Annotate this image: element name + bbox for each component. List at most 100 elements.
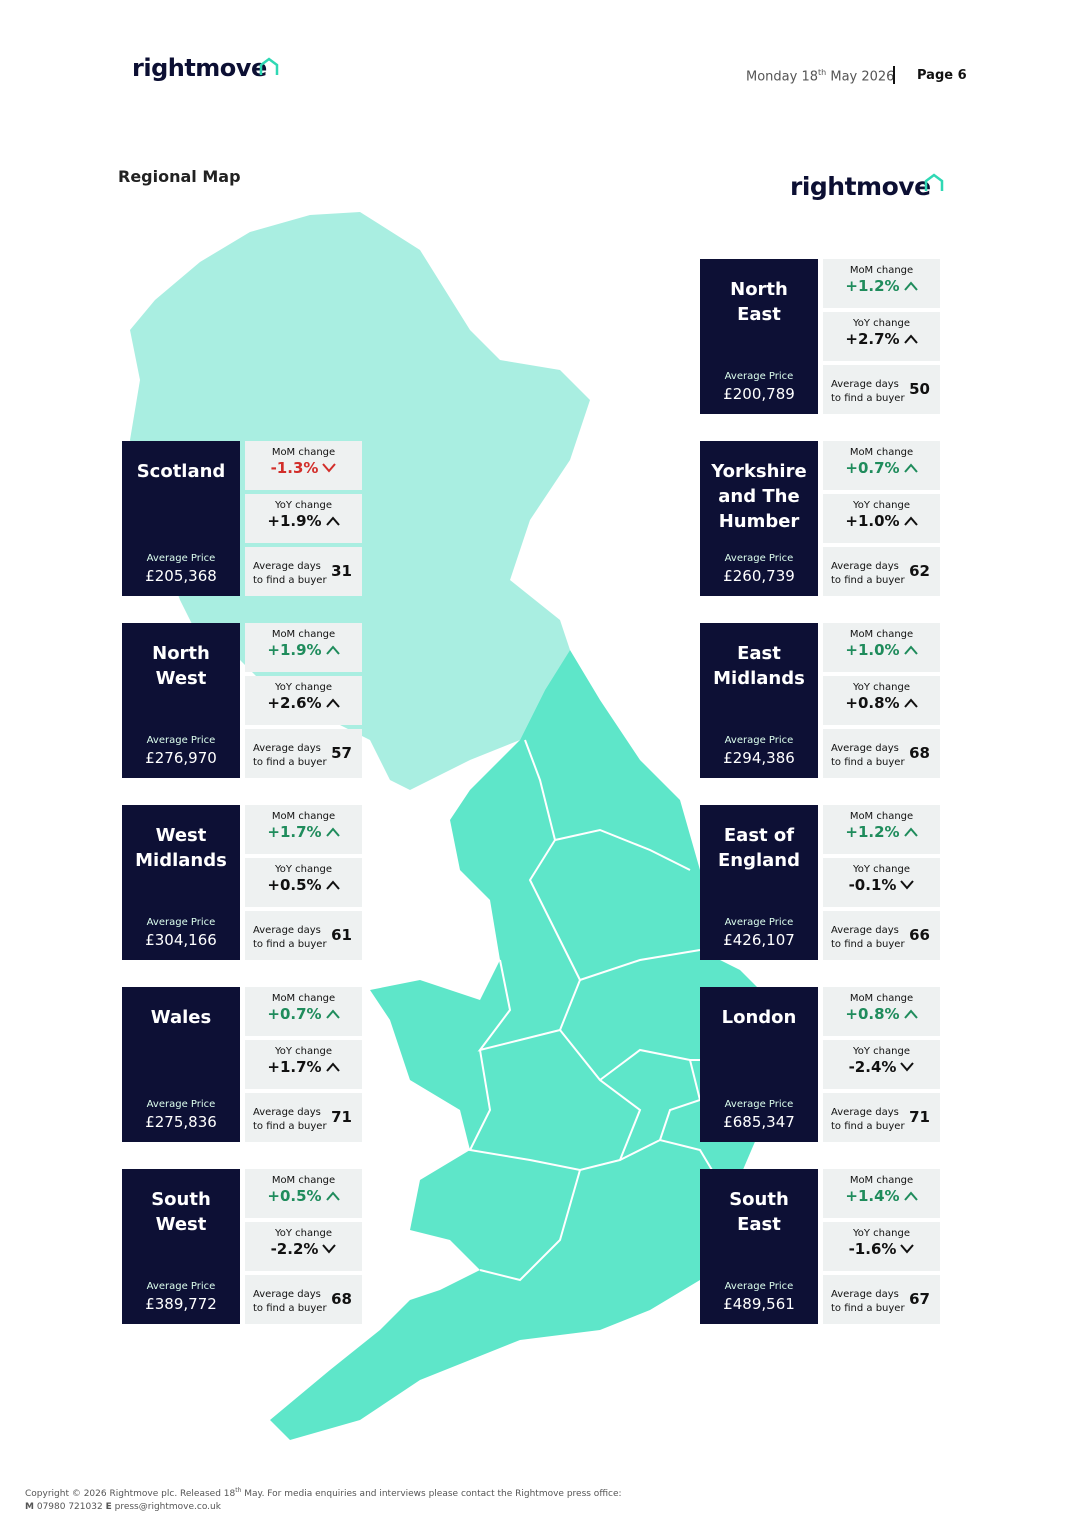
yoy-row: +1.9% [245,512,362,530]
days-label-line: to find a buyer [253,1303,327,1314]
footer-email: press@rightmove.co.uk [114,1502,221,1512]
region-box: East Midlands Average Price £294,386 [700,623,818,778]
region-box: South West Average Price £389,772 [122,1169,240,1324]
region-card: South West Average Price £389,772 MoM chang… [122,1169,363,1324]
region-name: East Midlands [713,643,805,689]
mom-value: -1.3% [270,459,319,477]
chevron [325,698,340,708]
region-name: North East [730,279,788,325]
days-label-line: Average days [831,561,899,572]
yoy-label: YoY change [853,500,910,511]
mom-row: +1.2% [823,823,940,841]
yoy-value: +0.5% [267,876,322,894]
yoy-row: +2.7% [823,330,940,348]
days-label: Average days to find a buyer [831,560,905,588]
yoy-cell: YoY change -2.2% [245,1222,362,1271]
yoy-value: -0.1% [848,876,897,894]
border [524,739,691,871]
days-label-line: to find a buyer [831,1303,905,1314]
chevron [325,880,340,890]
arrow-down [900,1244,915,1254]
region-name: Scotland [136,461,226,482]
arrow-down [900,1062,915,1072]
arrow-up [903,1009,918,1019]
mom-label: MoM change [271,811,336,822]
mom-label: MoM change [271,447,336,458]
days-cell: Average days to find a buyer 61 [245,911,362,960]
price-value: £205,368 [145,567,217,585]
chevron [325,516,340,526]
mom-cell: MoM change +1.7% [245,805,362,854]
arrow-down [322,1244,337,1254]
chevron [903,827,918,837]
arrow-up [325,1062,340,1072]
days-label: Average days to find a buyer [831,378,905,406]
yoy-row: +1.0% [823,512,940,530]
days-label-line: Average days [831,379,899,390]
map-logo: rightmove [790,172,931,201]
mom-label: MoM change [271,993,336,1004]
mom-cell: MoM change +0.7% [823,441,940,490]
price-label: Average Price [724,735,794,746]
mom-cell: MoM change +0.7% [245,987,362,1036]
days-value: 62 [909,562,930,580]
mom-row: +0.7% [245,1005,362,1023]
price-value: £275,836 [145,1113,217,1131]
yoy-cell: YoY change +1.7% [245,1040,362,1089]
days-cell: Average days to find a buyer 68 [245,1275,362,1324]
yoy-label: YoY change [853,682,910,693]
days-label-line: Average days [253,743,321,754]
mom-cell: MoM change +1.9% [245,623,362,672]
days-label-line: Average days [831,1289,899,1300]
region-card: Scotland Average Price £205,368 MoM change -… [122,441,363,596]
days-cell: Average days to find a buyer 68 [823,729,940,778]
days-label-line: Average days [253,1107,321,1118]
days-value: 50 [909,380,930,398]
price-value: £426,107 [723,931,795,949]
days-label-line: to find a buyer [253,757,327,768]
mom-cell: MoM change +0.5% [245,1169,362,1218]
region-name: Wales [150,1007,212,1028]
days-label-line: to find a buyer [831,575,905,586]
days-value: 68 [331,1290,352,1308]
price-value: £200,789 [723,385,795,403]
mom-label: MoM change [849,265,914,276]
yoy-value: +1.9% [267,512,322,530]
border [659,1059,702,1141]
mom-value: +1.4% [845,1187,900,1205]
arrow-up [903,698,918,708]
chevron [900,880,915,890]
region-card: London Average Price £685,347 MoM change +0.… [700,987,941,1142]
days-cell: Average days to find a buyer 67 [823,1275,940,1324]
region-card: East of England Average Price £426,107 MoM … [700,805,941,960]
mom-label: MoM change [849,629,914,640]
date-rest: May 2026 [830,69,895,85]
arrow-up [903,281,918,291]
footer-line: M 07980 721032 E press@rightmove.co.uk [25,1501,622,1514]
days-label: Average days to find a buyer [831,924,905,952]
mom-row: +0.5% [245,1187,362,1205]
days-label-line: Average days [831,743,899,754]
yoy-cell: YoY change +1.0% [823,494,940,543]
region-card: West Midlands Average Price £304,166 MoM ch… [122,805,363,960]
region-name: London [721,1007,797,1028]
yoy-value: +2.6% [267,694,322,712]
days-label-line: Average days [831,1107,899,1118]
region-card: North West Average Price £276,970 MoM chang… [122,623,363,778]
yoy-row: +2.6% [245,694,362,712]
days-value: 67 [909,1290,930,1308]
yoy-cell: YoY change -2.4% [823,1040,940,1089]
chevron [903,516,918,526]
days-cell: Average days to find a buyer 66 [823,911,940,960]
date: Monday 18th May 2026 [746,68,894,84]
mom-value: +0.8% [845,1005,900,1023]
date-sup: th [818,68,827,77]
separator [893,66,895,84]
arrow-up [325,698,340,708]
price-value: £260,739 [723,567,795,585]
footer-text: Copyright © 2026 Rightmove plc. Released… [25,1489,236,1499]
mom-value: +1.2% [845,277,900,295]
arrow-up [903,463,918,473]
mom-value: +1.7% [267,823,322,841]
days-label: Average days to find a buyer [253,1106,327,1134]
